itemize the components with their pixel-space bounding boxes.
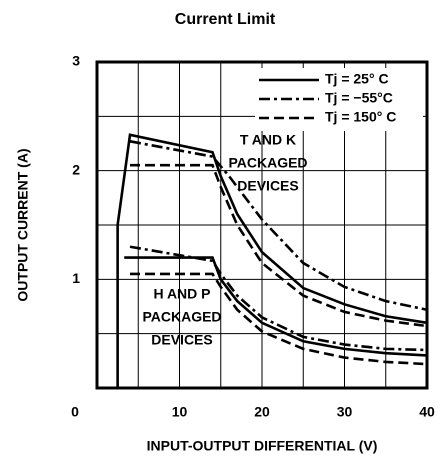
x-tick-label: 40 xyxy=(419,404,435,420)
annotation: DEVICES xyxy=(237,178,298,194)
series-line xyxy=(124,256,428,357)
series-line xyxy=(129,140,428,312)
series-line xyxy=(129,245,428,352)
x-axis-label: INPUT-OUTPUT DIFFERENTIAL (V) xyxy=(147,438,378,454)
x-tick-label: 20 xyxy=(254,404,270,420)
y-tick-label: 1 xyxy=(72,270,80,286)
y-axis-label: OUTPUT CURRENT (A) xyxy=(15,148,31,301)
annotation: PACKAGED xyxy=(142,309,221,325)
annotation: H AND P xyxy=(153,286,210,302)
x-tick-label: 0 xyxy=(71,404,79,420)
legend-label: Tj = −55°C xyxy=(325,90,393,106)
x-tick-label: 30 xyxy=(337,404,353,420)
series-line xyxy=(130,163,428,328)
legend-label: Tj = 150° C xyxy=(325,109,396,125)
y-tick-label: 3 xyxy=(72,53,80,69)
chart-title: Current Limit xyxy=(175,11,276,28)
y-tick-label: 2 xyxy=(72,161,80,177)
series-line xyxy=(116,133,428,388)
plot-frame xyxy=(95,60,429,390)
annotation: PACKAGED xyxy=(228,155,307,171)
x-tick-label: 10 xyxy=(172,404,188,420)
annotation: DEVICES xyxy=(151,332,212,348)
series-line xyxy=(130,272,428,366)
legend-label: Tj = 25° C xyxy=(325,71,389,87)
annotation: T AND K xyxy=(240,132,296,148)
